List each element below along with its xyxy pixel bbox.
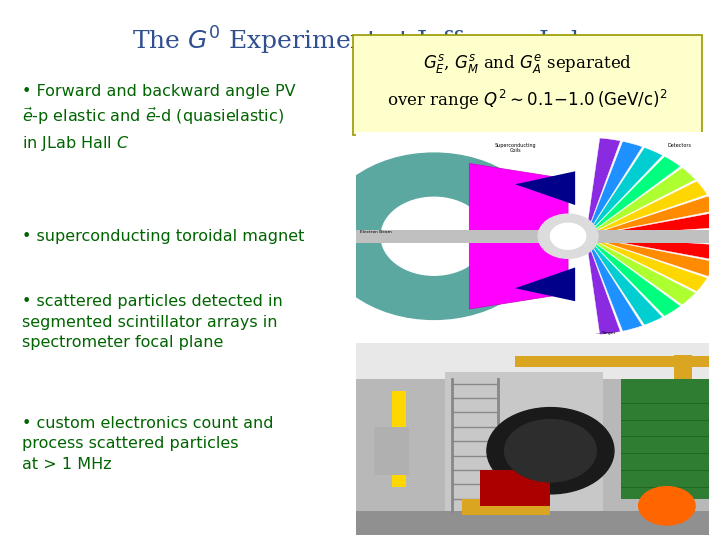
Wedge shape: [586, 237, 621, 334]
Circle shape: [321, 153, 547, 319]
Text: • scattered particles detected in
segmented scintillator arrays in
spectrometer : • scattered particles detected in segmen…: [22, 294, 282, 350]
Wedge shape: [586, 141, 642, 237]
Bar: [462, 498, 551, 515]
Bar: [516, 356, 709, 367]
Wedge shape: [586, 138, 621, 237]
Bar: [445, 372, 603, 511]
Circle shape: [551, 223, 586, 249]
Wedge shape: [586, 237, 715, 276]
Circle shape: [538, 214, 598, 258]
Polygon shape: [469, 164, 568, 309]
Wedge shape: [586, 196, 715, 237]
Polygon shape: [516, 267, 575, 301]
Text: Superconducting
Coils: Superconducting Coils: [495, 143, 536, 153]
Circle shape: [381, 197, 487, 275]
FancyBboxPatch shape: [353, 35, 702, 135]
Text: Electron Beam: Electron Beam: [360, 230, 392, 234]
Text: • Forward and backward angle PV
$\vec{e}$-p elastic and $\vec{e}$-d (quasielasti: • Forward and backward angle PV $\vec{e}…: [22, 84, 295, 152]
Wedge shape: [586, 157, 680, 237]
Text: Detectors: Detectors: [667, 143, 692, 148]
Wedge shape: [586, 212, 719, 237]
Text: • superconducting toroidal magnet: • superconducting toroidal magnet: [22, 230, 304, 245]
Polygon shape: [516, 171, 575, 205]
Bar: [374, 427, 409, 475]
Circle shape: [487, 408, 614, 494]
Circle shape: [639, 487, 695, 525]
Bar: [621, 379, 709, 498]
Wedge shape: [586, 237, 680, 316]
Wedge shape: [586, 237, 696, 305]
Wedge shape: [586, 237, 707, 292]
Circle shape: [505, 420, 596, 482]
Text: • custom electronics count and
process scattered particles
at > 1 MHz: • custom electronics count and process s…: [22, 416, 273, 471]
Wedge shape: [586, 167, 696, 237]
Wedge shape: [586, 237, 662, 325]
Bar: [356, 511, 709, 535]
Wedge shape: [586, 147, 662, 237]
Bar: [392, 391, 406, 487]
Bar: [674, 355, 692, 403]
Wedge shape: [586, 181, 707, 237]
Text: The $G^0$ Experiment at Jefferson Lab: The $G^0$ Experiment at Jefferson Lab: [132, 24, 588, 57]
Wedge shape: [586, 237, 642, 331]
Text: — Target: — Target: [596, 331, 616, 335]
Bar: [480, 470, 551, 506]
Bar: [356, 230, 709, 243]
Text: $G_E^s$, $G_M^s$ and $G_A^e$ separated
over range $Q^2 \sim 0.1\!-\!1.0\,(\mathr: $G_E^s$, $G_M^s$ and $G_A^e$ separated o…: [387, 52, 667, 112]
Bar: [356, 343, 709, 379]
Wedge shape: [586, 237, 719, 260]
